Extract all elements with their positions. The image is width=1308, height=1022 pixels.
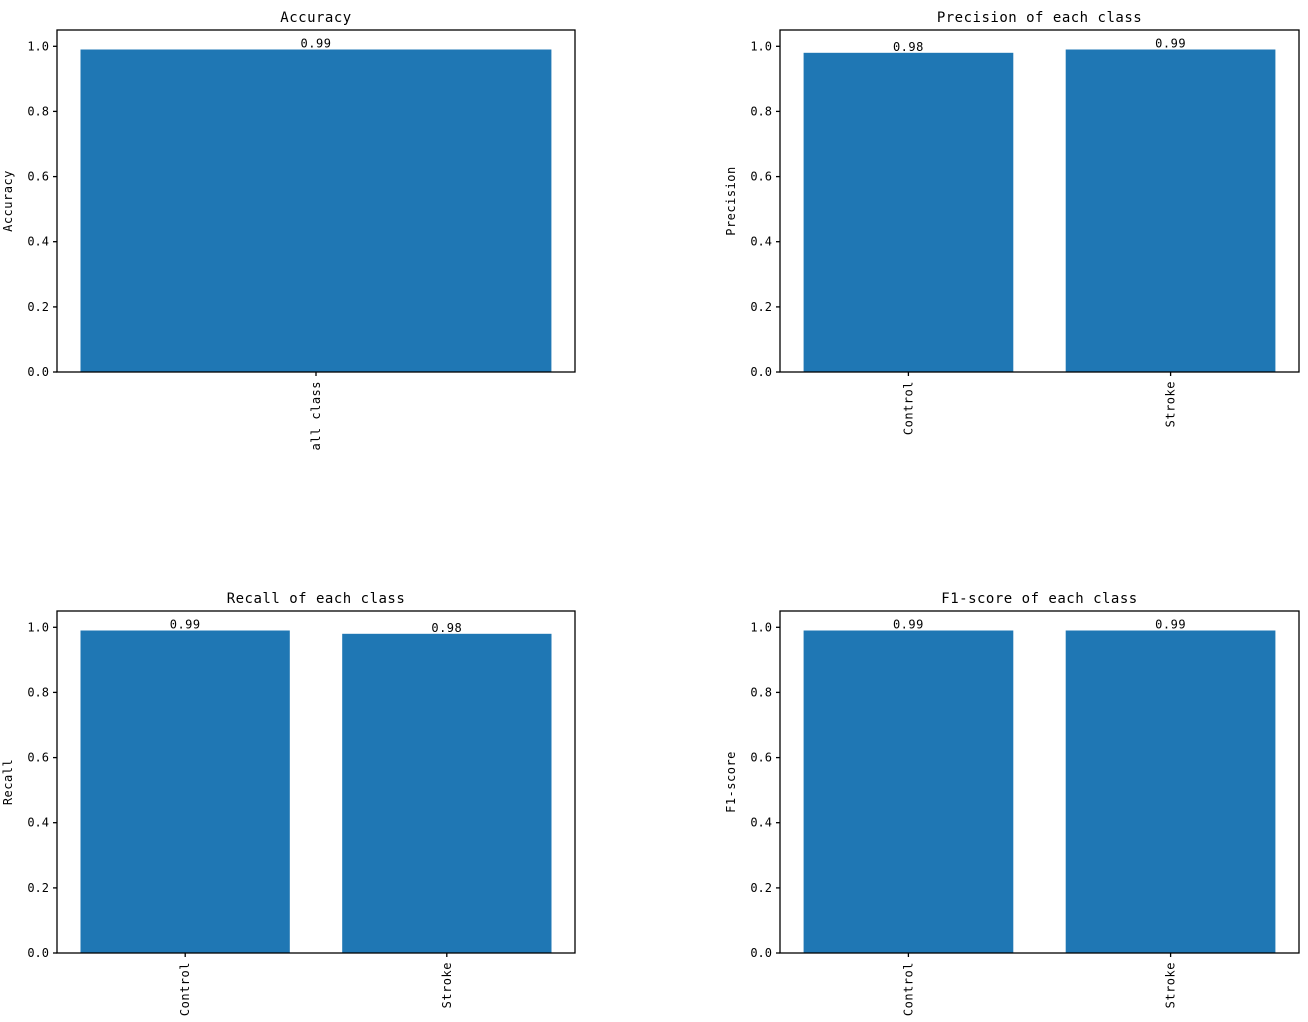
bar-value-label: 0.99 [893, 618, 924, 632]
bar-value-label: 0.99 [301, 37, 332, 51]
y-tick-label: 0.6 [750, 751, 772, 765]
bar-control [803, 52, 1014, 373]
axis-title: Accuracy [280, 10, 351, 26]
bar-stroke [342, 633, 552, 953]
subplot-accuracy: 0.99 0.0 0.2 0.4 0.6 0.8 1.0 all class Accuracy A… [1, 10, 576, 451]
x-tick-label: Control [178, 962, 192, 1016]
y-tick-label: 0.8 [27, 104, 49, 118]
y-tick-label: 0.2 [750, 881, 772, 895]
bar-control [803, 630, 1014, 953]
x-tick-label: Stroke [1164, 962, 1178, 1008]
y-tick-label: 0.4 [27, 235, 49, 249]
bar-value-label: 0.99 [1155, 37, 1186, 51]
x-tick-label: Control [901, 381, 915, 435]
y-tick-label: 0.2 [27, 300, 49, 314]
y-tick-label: 0.6 [27, 751, 49, 765]
x-tick-label: Control [901, 962, 915, 1016]
bar-value-label: 0.99 [1155, 618, 1186, 632]
y-axis-label: Accuracy [1, 170, 15, 232]
y-axis-label: Recall [1, 759, 15, 805]
y-tick-label: 1.0 [750, 620, 772, 634]
bar-all-class [80, 49, 552, 372]
y-tick-label: 0.8 [750, 104, 772, 118]
axis-title: Precision of each class [937, 10, 1142, 26]
x-tick-label: Stroke [440, 962, 454, 1008]
subplot-precision-of-each-class: 0.98 0.99 0.0 0.2 0.4 0.6 0.8 1.0 Control Stroke P… [724, 10, 1300, 435]
plot-border [779, 29, 1300, 373]
y-tick-label: 0.0 [27, 946, 49, 960]
y-tick-label: 0.4 [750, 235, 772, 249]
y-tick-label: 0.4 [27, 816, 49, 830]
subplot-recall-of-each-class: 0.99 0.98 0.0 0.2 0.4 0.6 0.8 1.0 Control Stroke R… [1, 591, 576, 1016]
y-axis-label: Precision [724, 166, 738, 236]
bar-stroke [1065, 630, 1276, 953]
y-tick-label: 0.4 [750, 816, 772, 830]
axis-title: F1-score of each class [941, 591, 1137, 607]
y-tick-label: 0.6 [27, 170, 49, 184]
bar-value-label: 0.99 [170, 618, 201, 632]
y-tick-label: 0.0 [750, 946, 772, 960]
plot-border [779, 610, 1300, 954]
y-tick-label: 0.8 [27, 685, 49, 699]
axis-title: Recall of each class [227, 591, 406, 607]
plot-border [56, 610, 576, 954]
y-tick-label: 1.0 [27, 39, 49, 53]
y-tick-label: 1.0 [750, 39, 772, 53]
bar-value-label: 0.98 [431, 621, 462, 635]
x-tick-label: Stroke [1164, 381, 1178, 427]
y-tick-label: 0.6 [750, 170, 772, 184]
bar-value-label: 0.98 [893, 40, 924, 54]
x-tick-label: all class [309, 381, 323, 451]
y-tick-label: 0.2 [27, 881, 49, 895]
y-tick-label: 0.0 [27, 365, 49, 379]
bar-control [80, 630, 290, 953]
y-tick-label: 1.0 [27, 620, 49, 634]
subplot-f1-score-of-each-class: 0.99 0.99 0.0 0.2 0.4 0.6 0.8 1.0 Control Stroke F… [724, 591, 1300, 1016]
y-tick-label: 0.8 [750, 685, 772, 699]
y-tick-label: 0.0 [750, 365, 772, 379]
bar-stroke [1065, 49, 1276, 372]
y-tick-label: 0.2 [750, 300, 772, 314]
y-axis-label: F1-score [724, 751, 738, 813]
